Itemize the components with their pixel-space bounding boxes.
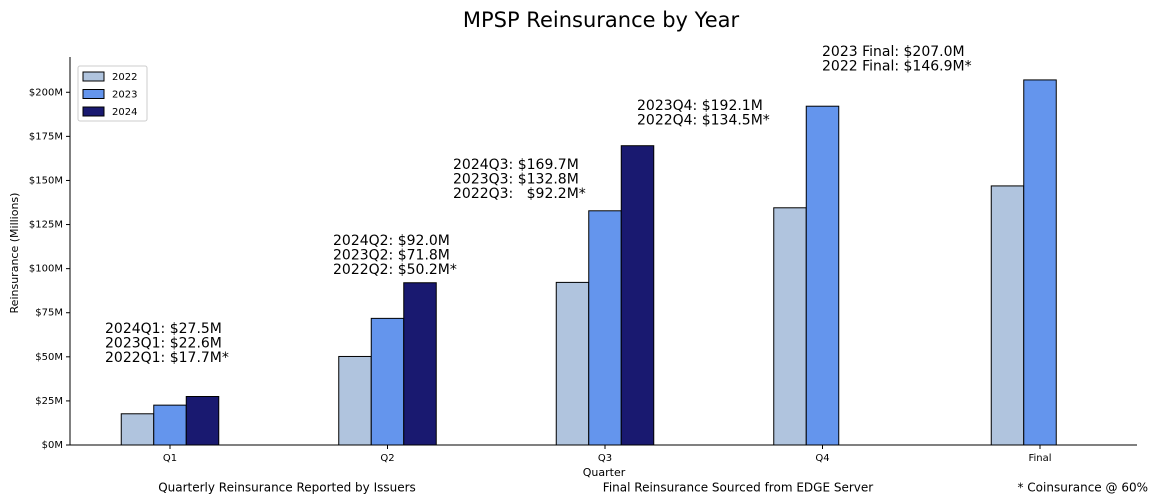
bar (370, 317, 405, 446)
annotation: 2023Q3: $132.8M (453, 172, 579, 188)
bar (620, 145, 655, 446)
annotation: 2024Q2: $92.0M (333, 233, 450, 249)
y-tick-label: $75M (35, 308, 63, 319)
y-tick-label: $150M (29, 175, 63, 186)
bar (555, 281, 590, 446)
footnote: Quarterly Reinsurance Reported by Issuer… (158, 481, 416, 495)
legend-label: 2023 (112, 90, 137, 101)
y-tick-label: $25M (35, 396, 63, 407)
bar (185, 396, 220, 446)
y-tick-label: $0M (42, 440, 63, 451)
bar (153, 404, 187, 446)
y-tick-label: $200M (29, 87, 63, 98)
x-tick-label: Q4 (815, 453, 829, 464)
legend-swatch (82, 71, 105, 82)
legend-label: 2024 (112, 107, 137, 118)
annotation: 2022Q4: $134.5M* (637, 113, 770, 129)
bar (1023, 79, 1057, 446)
x-tick-label: Q3 (598, 453, 612, 464)
x-tick-label: Final (1028, 453, 1051, 464)
annotation: 2022Q3: $92.2M* (453, 186, 586, 202)
bar (990, 185, 1025, 446)
annotation: 2023 Final: $207.0M (822, 44, 965, 60)
bar (403, 282, 437, 446)
bar (588, 210, 622, 446)
y-tick-label: $175M (29, 131, 63, 142)
y-tick-label: $125M (29, 220, 63, 231)
x-tick-label: Q2 (380, 453, 394, 464)
bar (773, 207, 807, 446)
legend-swatch (82, 89, 105, 99)
legend-swatch (82, 106, 105, 117)
annotation: 2023Q4: $192.1M (637, 98, 763, 114)
footnote: * Coinsurance @ 60% (1017, 481, 1148, 495)
annotation: 2023Q2: $71.8M (333, 248, 450, 264)
annotation: 2022 Final: $146.9M* (822, 59, 972, 75)
chart-title: MPSP Reinsurance by Year (463, 8, 740, 32)
legend-label: 2022 (112, 72, 137, 83)
y-tick-label: $100M (29, 264, 63, 275)
bar (120, 413, 155, 446)
annotation: 2022Q2: $50.2M* (333, 262, 457, 278)
annotation: 2024Q1: $27.5M (105, 321, 222, 337)
y-tick-label: $50M (35, 352, 63, 363)
bar (338, 355, 372, 446)
x-axis-label: Quarter (583, 466, 626, 479)
annotation: 2022Q1: $17.7M* (105, 350, 229, 366)
annotation: 2023Q1: $22.6M (105, 336, 222, 352)
bar (805, 105, 840, 446)
x-tick-label: Q1 (163, 453, 177, 464)
annotation: 2024Q3: $169.7M (453, 157, 579, 173)
y-axis-label: Reinsurance (Millions) (8, 193, 21, 314)
footnote: Final Reinsurance Sourced from EDGE Serv… (603, 481, 873, 495)
